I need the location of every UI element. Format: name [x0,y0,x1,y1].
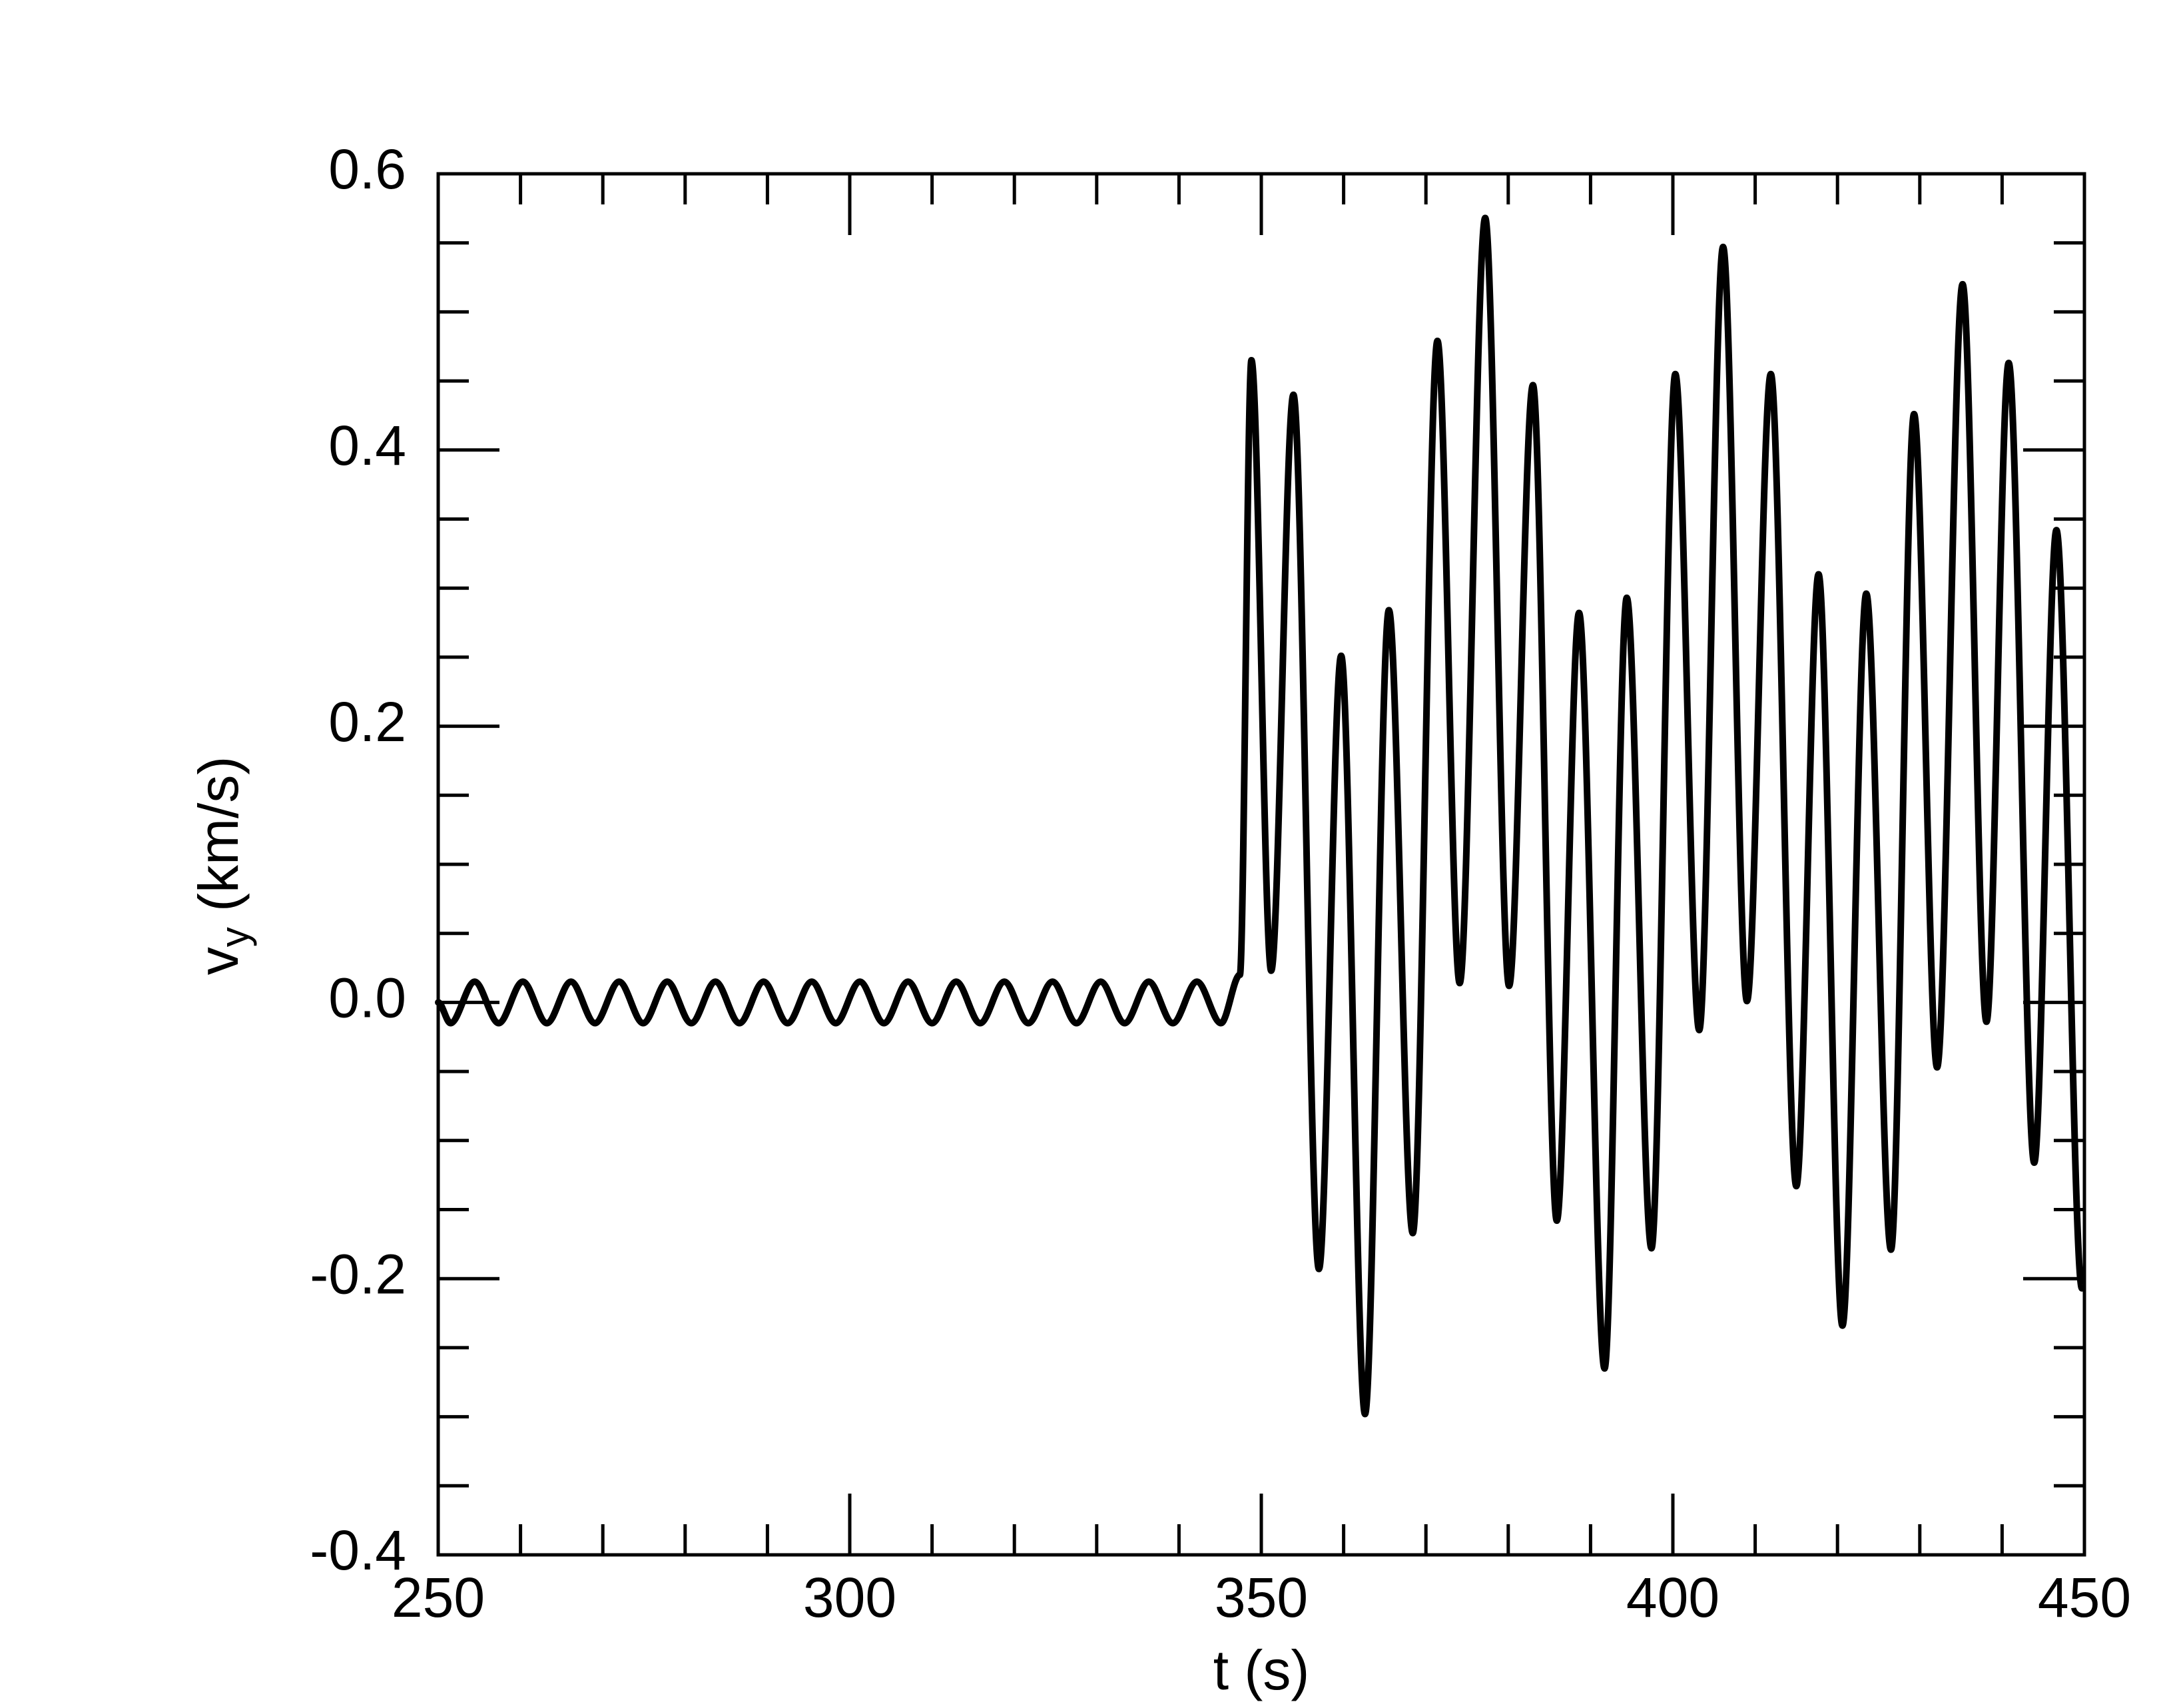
y-axis-label-unit: (km/s) [187,756,250,928]
y-axis-label-sub: y [212,927,257,947]
x-tick-label: 450 [2038,1566,2131,1629]
x-tick-label: 250 [392,1566,485,1629]
x-tick-label: 400 [1626,1566,1719,1629]
y-tick-label: 0.2 [328,691,406,753]
y-tick-label: 0.4 [328,414,406,477]
x-axis-label: t (s) [1213,1639,1310,1701]
y-axis-label-main: v [187,947,250,975]
plot-frame [436,172,2086,1557]
y-tick-label: -0.2 [310,1243,406,1305]
y-tick-label: -0.4 [310,1519,406,1581]
data-line [435,214,2086,1418]
y-tick-label: 0.0 [328,967,406,1029]
y-axis-label: vy (km/s) [187,756,257,976]
x-tick-label: 350 [1215,1566,1308,1629]
y-tick-label: 0.6 [328,138,406,200]
x-tick-label: 300 [803,1566,896,1629]
